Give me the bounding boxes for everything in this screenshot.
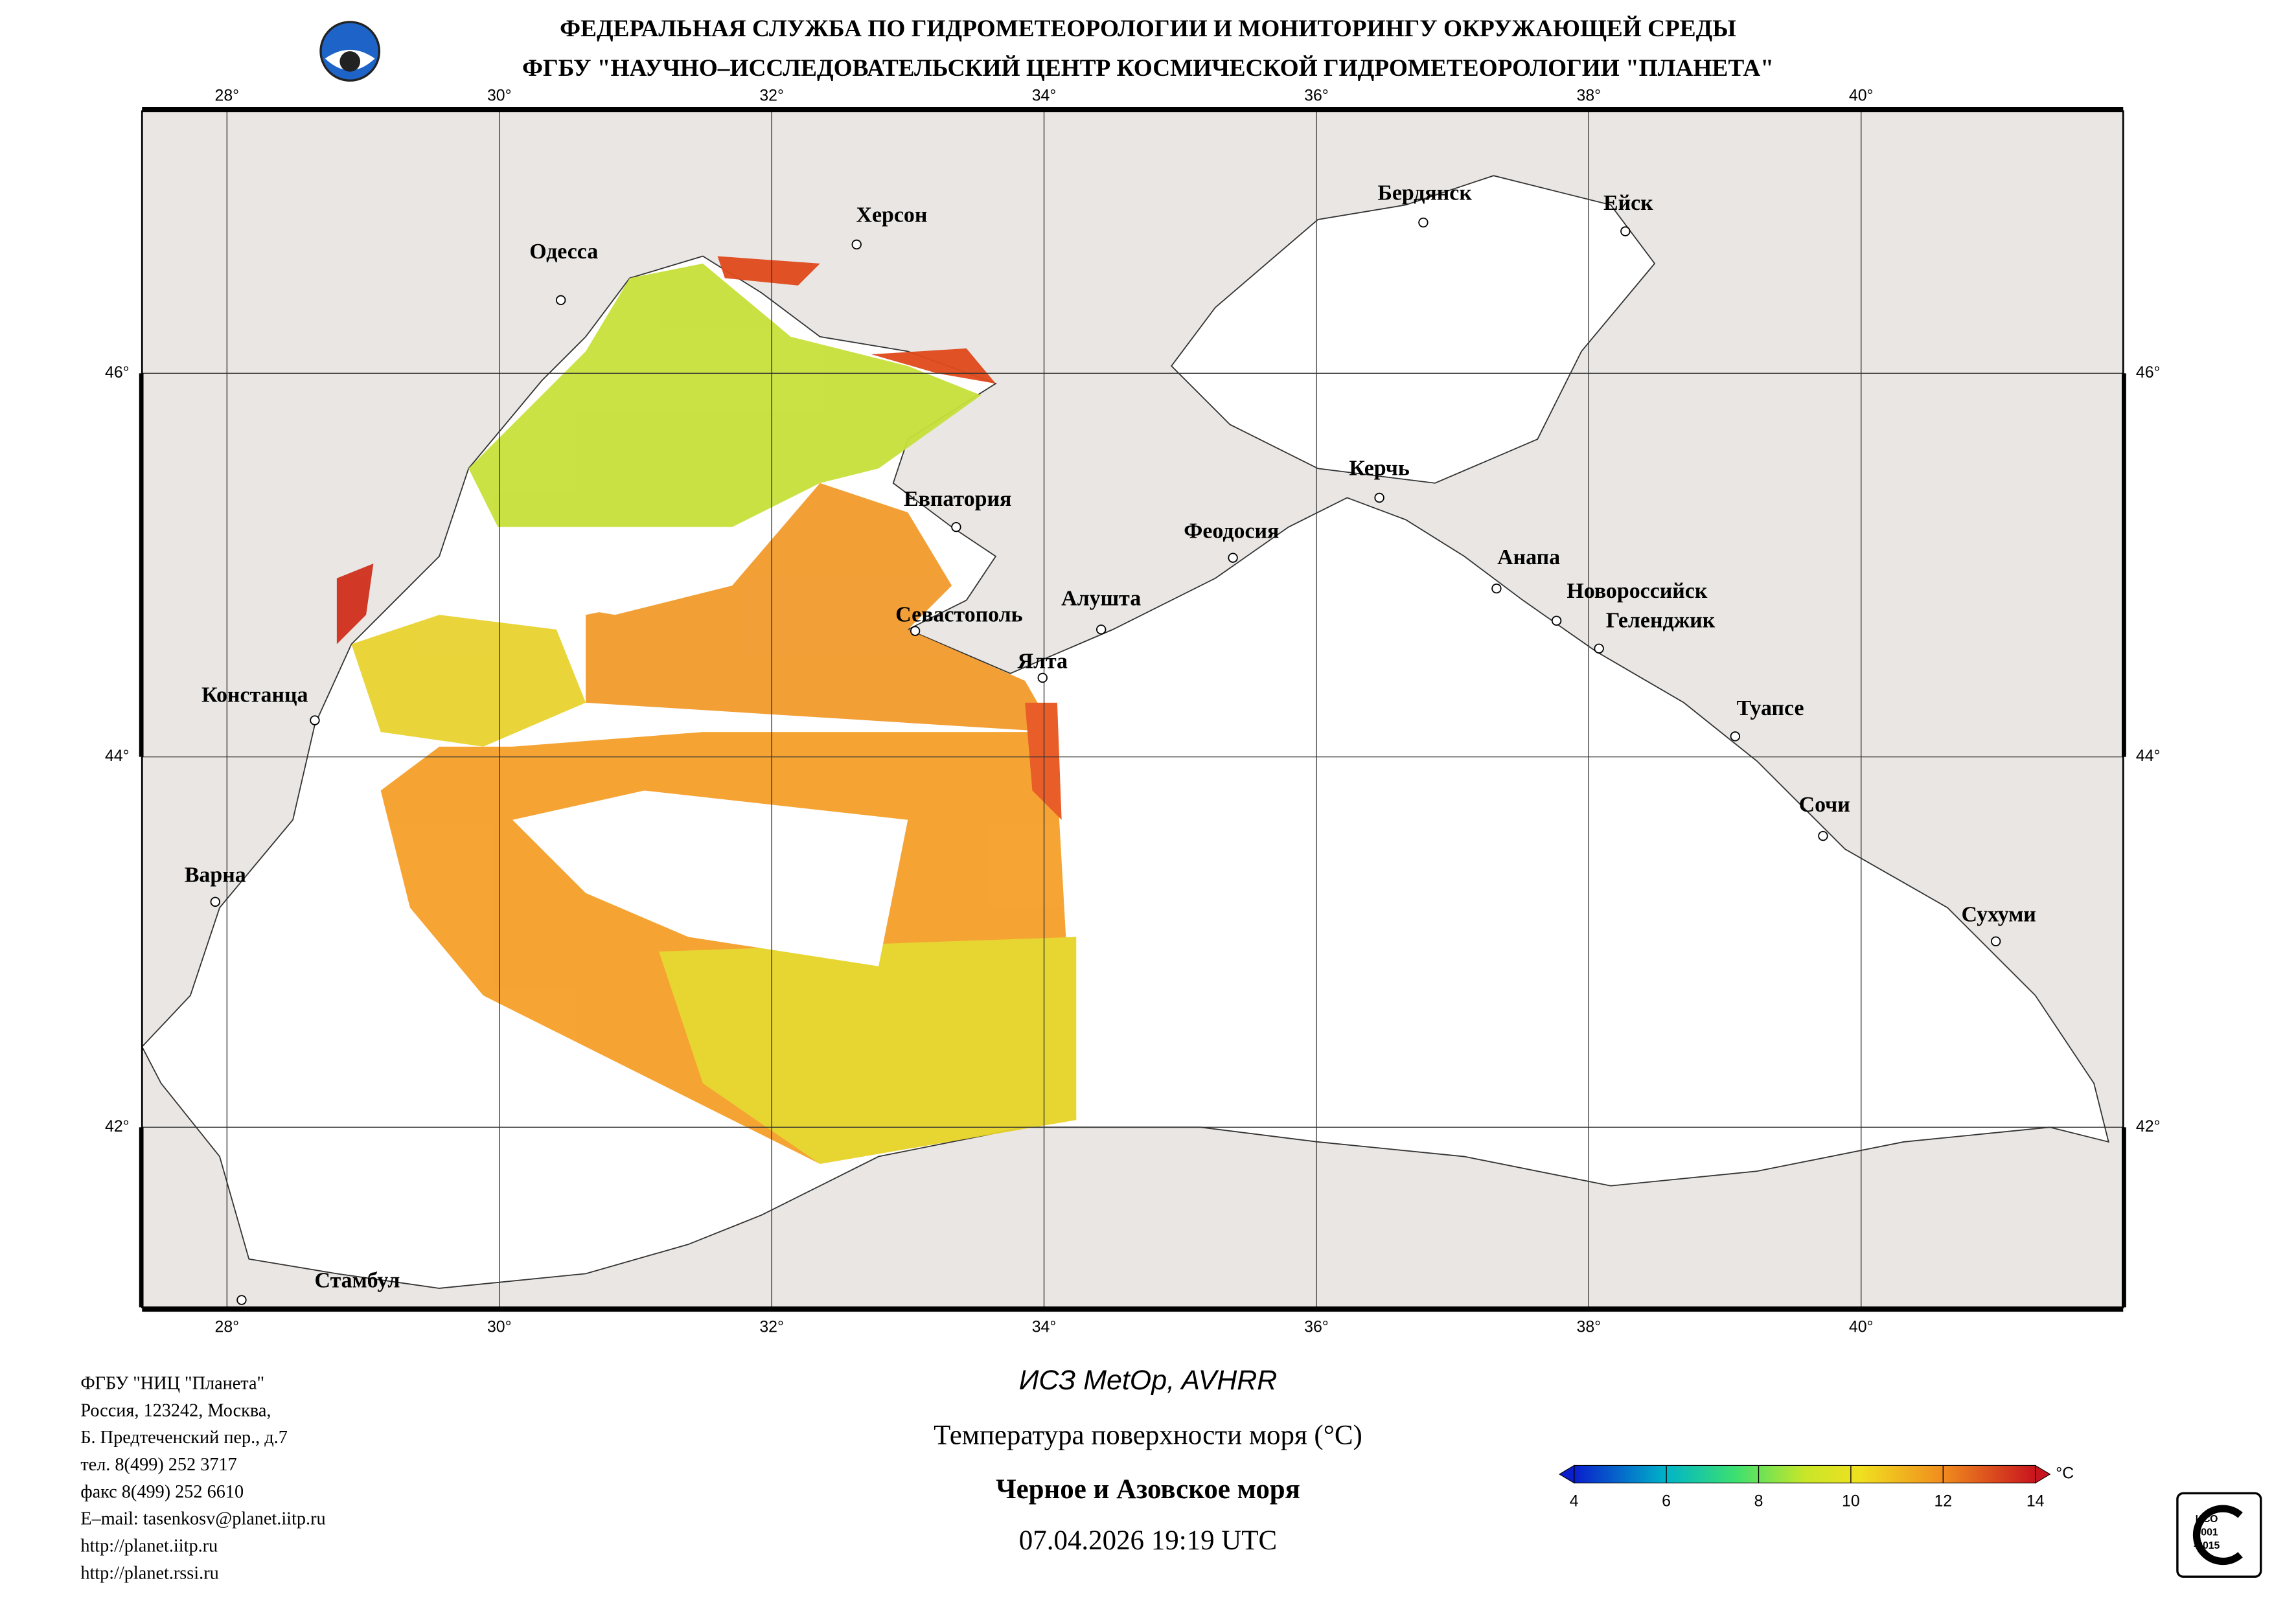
city-label: Геленджик	[1606, 608, 1716, 632]
city-label: Констанца	[201, 683, 308, 707]
lon-label: 32°	[759, 1318, 784, 1336]
satellite: ИСЗ MetOp, AVHRR	[1019, 1365, 1278, 1396]
lon-label: 40°	[1849, 1318, 1874, 1336]
lat-label: 42°	[2136, 1117, 2161, 1135]
city-label: Евпатория	[904, 487, 1011, 511]
city-dot	[1491, 583, 1502, 594]
lon-label: 30°	[487, 87, 512, 105]
badge-text: -2015	[2194, 1540, 2220, 1551]
lat-label: 46°	[105, 363, 130, 382]
city-dot	[210, 896, 220, 907]
lon-label: 38°	[1577, 1318, 1601, 1336]
city-dot	[1594, 643, 1604, 654]
lat-label: 46°	[2136, 363, 2161, 382]
city-label: Стамбул	[315, 1269, 400, 1293]
map	[142, 111, 2124, 1308]
city-dot	[1037, 672, 1048, 683]
city-dot	[1818, 830, 1828, 841]
city-dot	[1620, 226, 1631, 236]
colorbar-label: 10	[1842, 1492, 1860, 1510]
org-line: http://planet.iitp.ru	[80, 1536, 218, 1556]
org-line: тел. 8(499) 252 3717	[80, 1455, 236, 1475]
city-label: Сочи	[1799, 793, 1850, 817]
city-dot	[851, 239, 862, 250]
colorbar	[1574, 1465, 2036, 1484]
city-label: Анапа	[1497, 545, 1560, 569]
lon-label: 28°	[215, 1318, 240, 1336]
lat-label: 44°	[105, 747, 130, 765]
city-dot	[951, 521, 961, 532]
city-label: Керчь	[1349, 456, 1409, 480]
sst-field	[336, 256, 1077, 1164]
city-label: Феодосия	[1184, 519, 1279, 543]
city-dot	[1730, 731, 1741, 742]
lon-label: 30°	[487, 1318, 512, 1336]
colorbar-unit: °C	[2056, 1465, 2074, 1483]
lon-label: 36°	[1304, 87, 1329, 105]
product: Температура поверхности моря (°C)	[934, 1420, 1362, 1450]
city-dot	[236, 1295, 247, 1305]
region: Черное и Азовское моря	[996, 1474, 1300, 1505]
city-label: Бердянск	[1377, 181, 1472, 205]
lat-label: 44°	[2136, 747, 2161, 765]
colorbar-label: 12	[1934, 1492, 1952, 1510]
header-line: ФЕДЕРАЛЬНАЯ СЛУЖБА ПО ГИДРОМЕТЕОРОЛОГИИ …	[560, 15, 1736, 42]
city-dot	[1096, 624, 1107, 635]
lon-label: 34°	[1032, 87, 1057, 105]
city-dot	[555, 295, 566, 306]
colorbar-label: 6	[1662, 1492, 1671, 1510]
logo	[319, 21, 381, 82]
city-label: Одесса	[529, 240, 598, 264]
datetime: 07.04.2026 19:19 UTC	[1019, 1525, 1277, 1556]
org-line: Б. Предтеченский пер., д.7	[80, 1428, 288, 1448]
city-label: Севастополь	[895, 602, 1022, 626]
badge-text: ИСО	[2196, 1514, 2218, 1525]
city-label: Туапсе	[1737, 696, 1804, 720]
org-line: ФГБУ "НИЦ "Планета"	[80, 1374, 264, 1394]
header-line: ФГБУ "НАУЧНО–ИССЛЕДОВАТЕЛЬСКИЙ ЦЕНТР КОС…	[522, 54, 1774, 82]
org-line: http://planet.rssi.ru	[80, 1563, 218, 1583]
colorbar-label: 8	[1754, 1492, 1763, 1510]
city-dot	[910, 626, 921, 636]
org-line: факс 8(499) 252 6610	[80, 1482, 244, 1502]
city-label: Новороссийск	[1567, 579, 1707, 603]
lon-label: 28°	[215, 87, 240, 105]
colorbar-arrow	[2035, 1465, 2051, 1484]
colorbar-label: 4	[1570, 1492, 1579, 1510]
city-dot	[1990, 936, 2001, 946]
city-label: Варна	[185, 863, 246, 887]
lon-label: 36°	[1304, 1318, 1329, 1336]
city-label: Херсон	[856, 203, 928, 227]
city-dot	[1228, 553, 1238, 563]
colorbar-label: 14	[2026, 1492, 2045, 1510]
colorbar-arrow	[1559, 1465, 1575, 1484]
city-label: Сухуми	[1961, 903, 2036, 927]
lon-label: 32°	[759, 87, 784, 105]
iso-badge: ИСО 9001 -2015	[2176, 1492, 2262, 1578]
org-line: Россия, 123242, Москва,	[80, 1400, 271, 1420]
city-label: Ейск	[1603, 191, 1653, 215]
lon-label: 38°	[1577, 87, 1601, 105]
city-dot	[1418, 217, 1429, 228]
lat-label: 42°	[105, 1117, 130, 1135]
city-label: Ялта	[1018, 650, 1068, 674]
lon-label: 34°	[1032, 1318, 1057, 1336]
azov-sea	[1170, 175, 1656, 484]
city-dot	[1551, 615, 1562, 626]
badge-text: 9001	[2196, 1527, 2218, 1538]
org-line: E–mail: tasenkosv@planet.iitp.ru	[80, 1509, 325, 1529]
frame-bars	[139, 106, 2126, 1312]
city-dot	[1374, 492, 1384, 503]
lon-label: 40°	[1849, 87, 1874, 105]
city-dot	[310, 715, 320, 725]
city-label: Алушта	[1061, 586, 1141, 610]
